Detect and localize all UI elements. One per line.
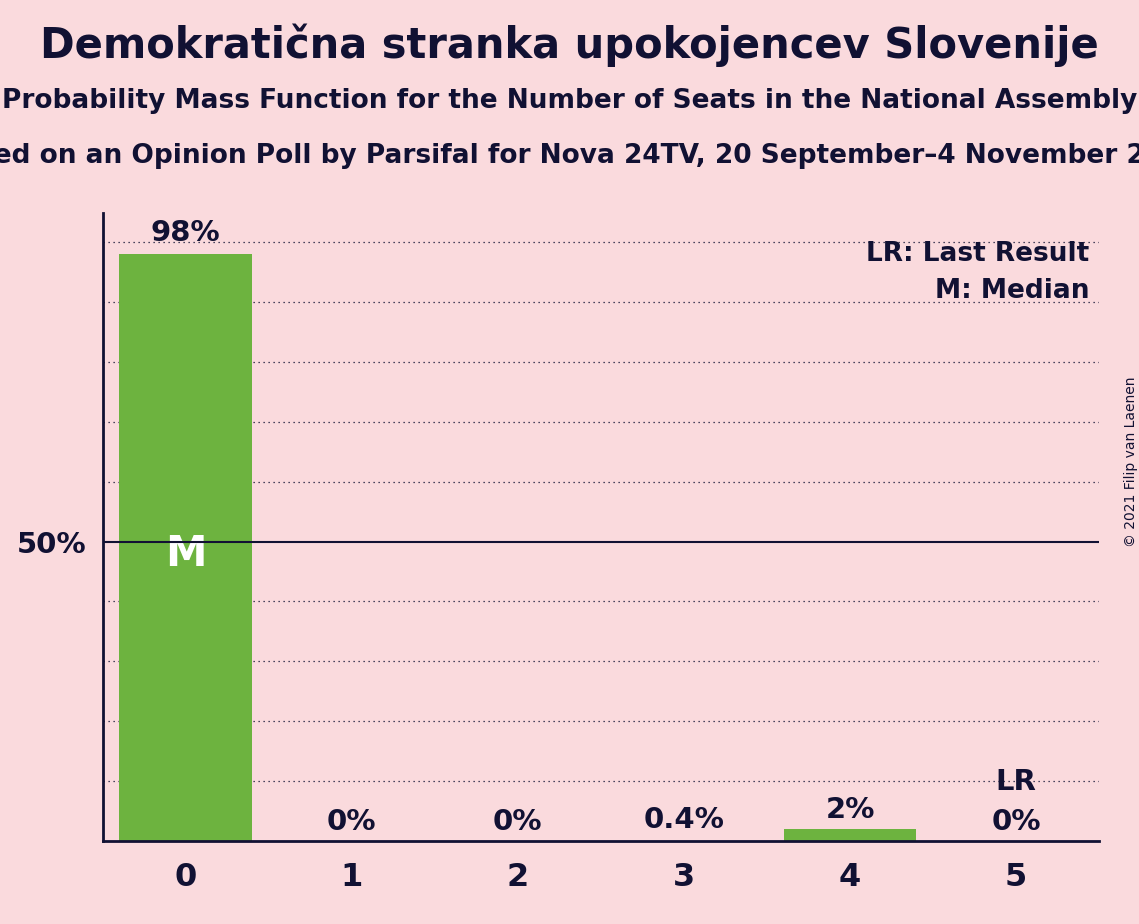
Bar: [617, 838, 751, 841]
Text: Demokratična stranka upokojencev Slovenije: Demokratična stranka upokojencev Sloveni…: [40, 23, 1099, 67]
Text: Based on an Opinion Poll by Parsifal for Nova 24TV, 20 September–4 November 2021: Based on an Opinion Poll by Parsifal for…: [0, 143, 1139, 169]
Text: 2%: 2%: [826, 796, 875, 824]
Text: © 2021 Filip van Laenen: © 2021 Filip van Laenen: [1124, 377, 1138, 547]
Text: M: M: [165, 532, 206, 575]
Text: LR: LR: [995, 768, 1036, 796]
Text: LR: Last Result: LR: Last Result: [866, 241, 1089, 267]
Bar: [120, 254, 252, 841]
Text: 0.4%: 0.4%: [644, 806, 724, 833]
Text: 0%: 0%: [327, 808, 376, 836]
Text: 0%: 0%: [493, 808, 542, 836]
Text: 0%: 0%: [991, 808, 1041, 836]
Text: Probability Mass Function for the Number of Seats in the National Assembly: Probability Mass Function for the Number…: [2, 88, 1137, 114]
Text: M: Median: M: Median: [935, 278, 1089, 305]
Bar: [784, 829, 917, 841]
Text: 98%: 98%: [150, 219, 220, 248]
